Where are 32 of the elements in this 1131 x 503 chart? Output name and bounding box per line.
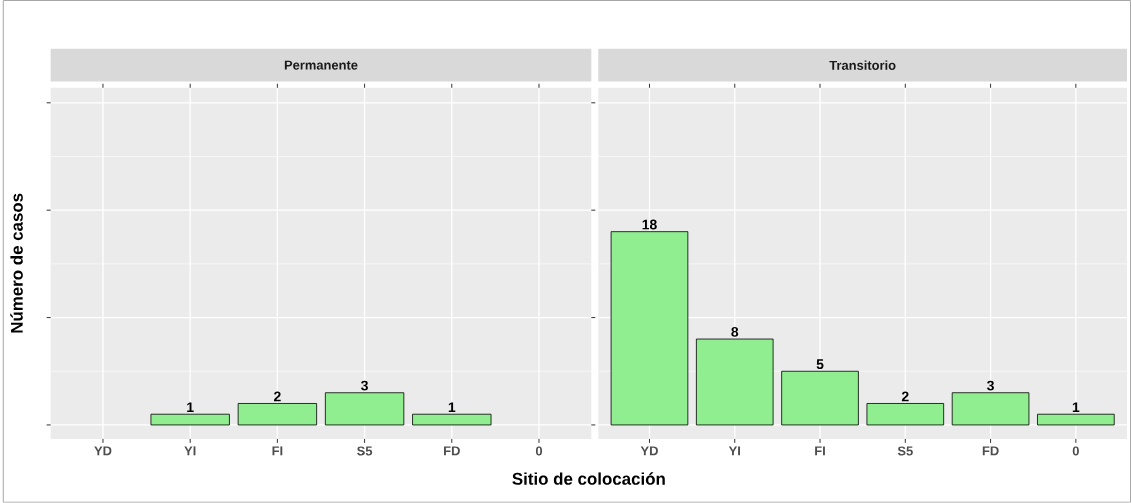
x-tick-label: FI bbox=[815, 446, 825, 456]
bar bbox=[866, 403, 945, 426]
data-label: 2 bbox=[901, 391, 909, 402]
data-label: 3 bbox=[987, 380, 994, 391]
x-tick-label: FD bbox=[444, 446, 460, 456]
y-axis-title: Número de casos bbox=[10, 193, 23, 333]
x-tick-label: FI bbox=[272, 446, 283, 456]
x-tick-label: 0 bbox=[1072, 446, 1079, 456]
chart-title: Permanente bbox=[284, 60, 358, 70]
x-tick-label: S5 bbox=[357, 446, 373, 456]
x-tick-label: FD bbox=[982, 446, 999, 456]
x-tick-label: 0 bbox=[535, 446, 543, 456]
x-tick-label: YD bbox=[94, 446, 112, 456]
data-label: 2 bbox=[274, 391, 281, 402]
x-tick-label: YD bbox=[640, 446, 658, 456]
bar bbox=[951, 392, 1030, 426]
bar bbox=[610, 231, 689, 426]
data-label: 18 bbox=[642, 219, 657, 230]
data-label: 1 bbox=[187, 402, 194, 413]
data-label: 3 bbox=[361, 380, 368, 391]
chart-title: Transitorio bbox=[829, 60, 896, 71]
data-label: 8 bbox=[731, 327, 739, 337]
bar bbox=[781, 370, 859, 426]
x-tick-label: S5 bbox=[897, 446, 913, 456]
x-tick-label: YI bbox=[184, 446, 196, 456]
data-label: 5 bbox=[816, 359, 824, 370]
x-axis-title: Sitio de colocación bbox=[512, 472, 665, 485]
data-label: 1 bbox=[1072, 402, 1080, 413]
bar bbox=[1037, 413, 1115, 426]
data-label: 1 bbox=[448, 402, 456, 413]
bar bbox=[695, 338, 774, 426]
x-tick-label: YI bbox=[728, 446, 740, 456]
